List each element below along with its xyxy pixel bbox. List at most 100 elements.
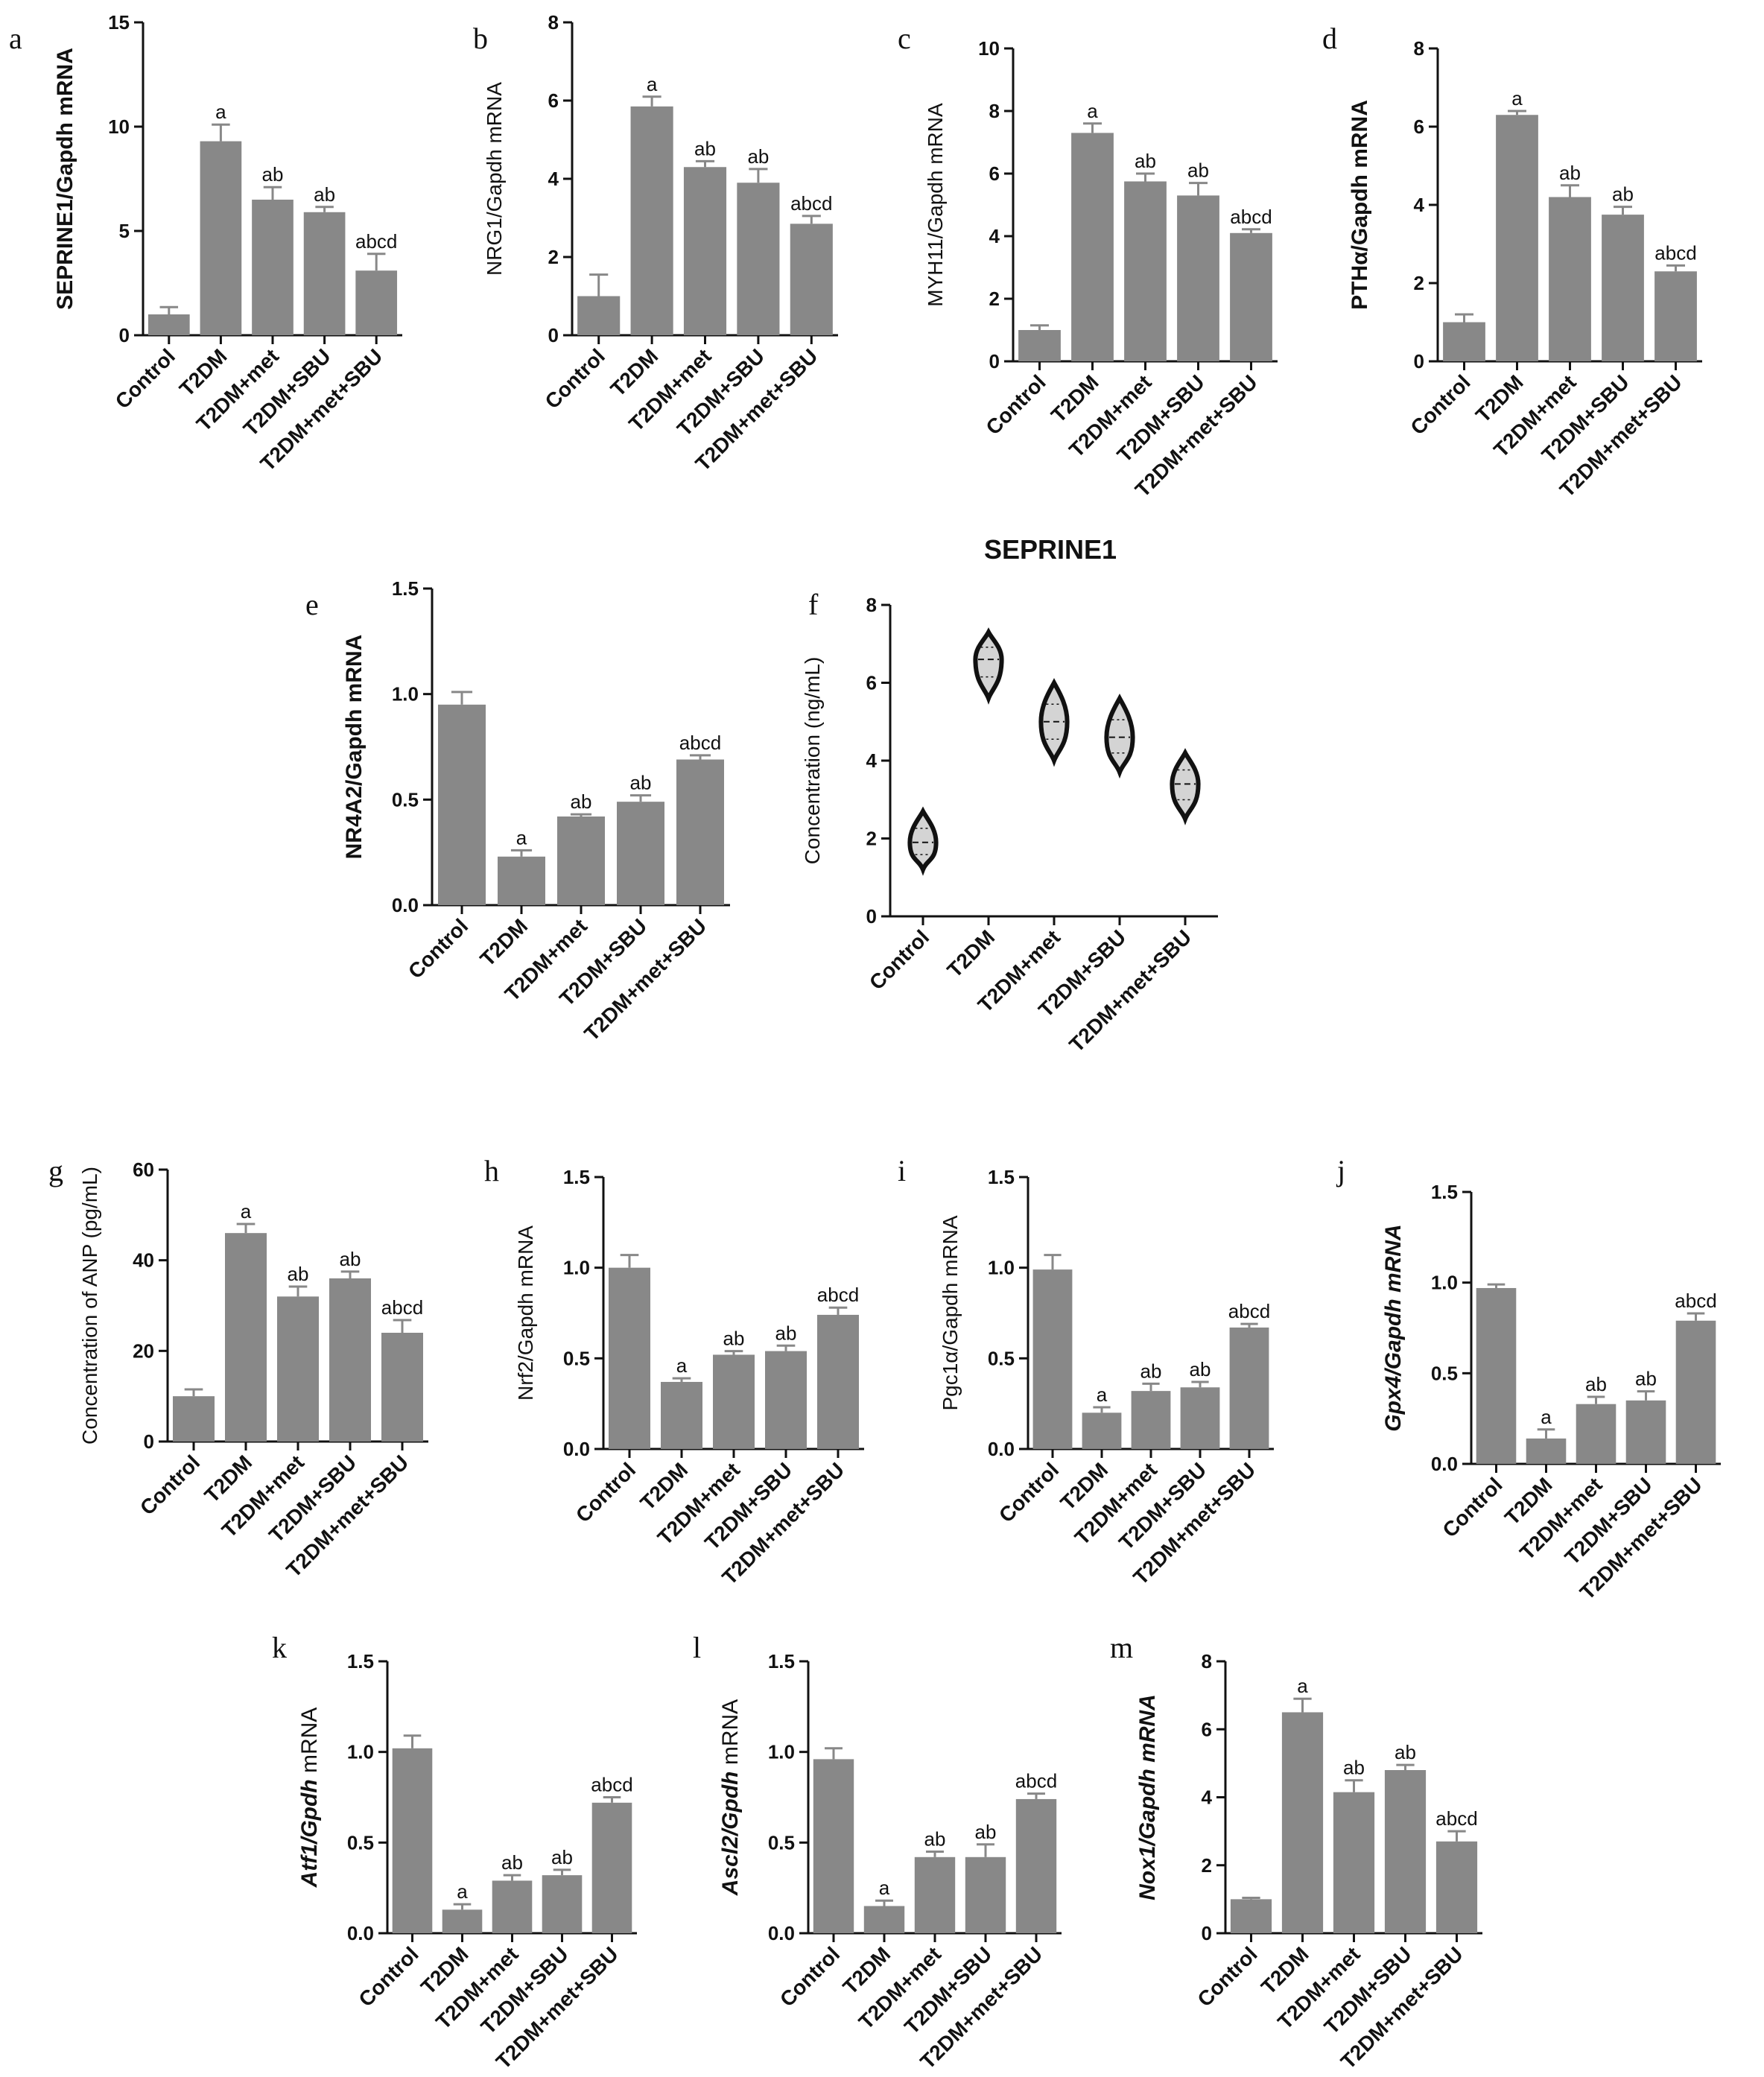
bar: [252, 200, 294, 335]
significance-label: ab: [1187, 159, 1209, 182]
bar: [442, 1909, 483, 1933]
bar: [200, 141, 242, 335]
panel-letter: e: [305, 588, 319, 621]
bar: [661, 1381, 702, 1449]
significance-label: abcd: [1230, 206, 1272, 228]
significance-label: abcd: [591, 1774, 632, 1796]
y-tick-label: 2: [1202, 1854, 1212, 1877]
y-axis-label: Pgc1α/Gapdh mRNA: [939, 1215, 962, 1410]
significance-label: abcd: [381, 1296, 423, 1319]
y-tick-label: 8: [989, 100, 1000, 122]
bar: [1015, 1798, 1057, 1933]
significance-label: ab: [1135, 150, 1156, 172]
bar: [329, 1278, 371, 1442]
violin: [1104, 693, 1135, 779]
y-tick-label: 0.0: [563, 1438, 590, 1460]
bar: [1333, 1792, 1375, 1933]
significance-label: ab: [1343, 1757, 1365, 1779]
bar: [557, 816, 605, 905]
y-tick-label: 0: [144, 1430, 154, 1453]
bar: [438, 704, 486, 905]
bar: [225, 1233, 267, 1442]
y-axis-label: SEPRINE1/Gapdh mRNA: [53, 48, 77, 310]
bar: [790, 223, 833, 335]
y-tick-label: 1.5: [392, 577, 419, 600]
bar: [1082, 1412, 1122, 1449]
bar: [863, 1906, 905, 1933]
bar: [355, 270, 398, 335]
y-tick-label: 0: [548, 324, 559, 346]
significance-label: ab: [775, 1322, 797, 1344]
bar: [1124, 181, 1167, 361]
panel-letter: g: [48, 1154, 63, 1187]
bar: [577, 296, 621, 335]
y-tick-label: 1.0: [563, 1257, 590, 1279]
violin: [1170, 748, 1201, 825]
panel-letter: j: [1336, 1154, 1345, 1187]
panel-letter: b: [473, 22, 488, 55]
bar: [1131, 1391, 1171, 1449]
y-tick-label: 8: [548, 11, 559, 34]
bar: [542, 1875, 583, 1933]
y-tick-label: 1.0: [768, 1741, 795, 1763]
bar: [1230, 1899, 1272, 1933]
panel-letter: k: [272, 1631, 287, 1664]
y-tick-label: 2: [989, 288, 1000, 310]
y-tick-label: 1.0: [347, 1741, 374, 1763]
significance-label: a: [457, 1880, 468, 1903]
bar: [737, 183, 780, 335]
y-axis-label: Gpx4/Gapdh mRNA: [1381, 1224, 1406, 1431]
bar: [303, 212, 346, 335]
significance-label: ab: [924, 1828, 946, 1851]
bar: [1177, 195, 1219, 361]
y-tick-label: 0.0: [988, 1438, 1015, 1460]
panel-f: f SEPRINE1 0 2 4 6 8 Concentration (ng/mL) Contr…: [801, 534, 1218, 1056]
bar: [765, 1351, 807, 1449]
y-axis-label: Atf1/Gpdh mRNA: [297, 1707, 322, 1889]
y-tick-label: 0.0: [392, 894, 419, 916]
y-tick-label: 0: [1202, 1922, 1212, 1944]
significance-label: ab: [747, 145, 769, 168]
significance-label: a: [1087, 100, 1098, 122]
significance-label: a: [1511, 87, 1523, 110]
bar: [1654, 271, 1697, 361]
y-tick-label: 4: [1202, 1786, 1213, 1809]
bar: [617, 802, 664, 905]
y-tick-label: 60: [133, 1158, 154, 1181]
y-tick-label: 6: [1414, 115, 1424, 138]
y-tick-label: 8: [1414, 37, 1424, 60]
significance-label: a: [647, 73, 658, 95]
bar: [498, 856, 545, 905]
bar: [683, 167, 727, 335]
bar: [965, 1856, 1006, 1933]
significance-label: ab: [1140, 1360, 1162, 1382]
panel-letter: m: [1110, 1631, 1133, 1664]
bar: [1435, 1841, 1478, 1933]
x-tick-label: Control: [994, 1458, 1063, 1526]
bar: [392, 1748, 433, 1933]
panel-e: e 0.0 0.5 1.0 1.5 NR4A2/Gapdh mRNA Control T2DM…: [305, 577, 730, 1045]
y-tick-label: 8: [1202, 1650, 1212, 1672]
y-tick-label: 0.5: [347, 1831, 374, 1854]
significance-label: a: [215, 101, 226, 123]
significance-label: abcd: [1015, 1770, 1057, 1792]
x-tick-label: Control: [775, 1942, 844, 2011]
significance-label: a: [241, 1200, 252, 1223]
significance-label: ab: [1559, 162, 1581, 184]
bar: [1625, 1400, 1666, 1464]
panel-letter: d: [1322, 22, 1337, 55]
chart-title: SEPRINE1: [984, 534, 1117, 565]
y-axis-label: NRG1/Gapdh mRNA: [483, 82, 506, 276]
bar: [1281, 1712, 1324, 1933]
y-axis-label: NR4A2/Gapdh mRNA: [342, 635, 367, 860]
y-tick-label: 0.5: [768, 1831, 795, 1854]
y-axis-label: Concentration (ng/mL): [801, 657, 824, 865]
x-tick-label: Control: [136, 1450, 204, 1519]
bar: [713, 1354, 755, 1449]
bar: [1071, 133, 1114, 361]
